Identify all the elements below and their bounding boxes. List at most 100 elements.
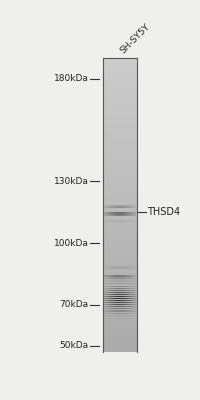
Bar <box>128 269 129 270</box>
Bar <box>103 281 104 282</box>
Bar <box>108 298 109 299</box>
Bar <box>102 346 137 347</box>
Bar <box>135 221 136 222</box>
Bar <box>133 306 134 307</box>
Bar <box>102 278 137 280</box>
Bar <box>128 214 129 215</box>
Bar <box>102 154 137 155</box>
Bar <box>114 294 115 295</box>
Bar <box>108 304 109 305</box>
Bar <box>103 308 104 310</box>
Bar <box>124 222 125 223</box>
Bar <box>125 290 126 291</box>
Bar <box>102 216 137 217</box>
Bar <box>123 220 124 221</box>
Bar <box>108 317 109 318</box>
Bar <box>115 315 116 316</box>
Bar <box>109 221 110 222</box>
Bar <box>103 319 104 320</box>
Bar <box>110 290 111 291</box>
Bar <box>109 277 110 278</box>
Bar <box>107 294 108 295</box>
Bar <box>117 292 118 293</box>
Bar <box>129 281 130 282</box>
Bar <box>102 261 137 262</box>
Bar <box>122 277 123 278</box>
Bar <box>125 220 126 221</box>
Bar <box>104 206 105 207</box>
Bar <box>110 219 111 220</box>
Bar <box>102 251 137 252</box>
Bar <box>119 265 120 266</box>
Bar <box>115 308 116 310</box>
Bar <box>122 267 123 268</box>
Bar <box>128 216 129 217</box>
Bar <box>102 263 137 264</box>
Bar <box>105 206 106 207</box>
Bar <box>122 211 123 212</box>
Bar <box>110 317 111 318</box>
Bar <box>122 290 123 291</box>
Bar <box>132 306 133 307</box>
Bar <box>102 248 137 249</box>
Bar <box>102 67 137 68</box>
Bar <box>129 281 130 282</box>
Bar <box>111 278 112 279</box>
Bar <box>114 304 115 305</box>
Bar <box>108 294 109 295</box>
Bar <box>132 274 133 275</box>
Bar <box>111 222 112 223</box>
Bar <box>129 205 130 206</box>
Bar <box>119 279 120 280</box>
Bar <box>119 298 120 299</box>
Bar <box>116 267 117 268</box>
Bar <box>129 206 130 207</box>
Bar <box>131 207 132 208</box>
Bar <box>121 222 122 223</box>
Bar <box>112 288 113 289</box>
Bar <box>103 274 104 275</box>
Bar <box>114 279 115 280</box>
Bar <box>107 292 108 293</box>
Bar <box>102 319 137 320</box>
Bar <box>127 266 128 267</box>
Bar <box>133 319 134 320</box>
Bar <box>119 214 120 215</box>
Bar <box>102 226 137 227</box>
Bar <box>102 179 137 180</box>
Bar <box>126 300 127 301</box>
Bar <box>115 281 116 282</box>
Bar <box>106 306 107 307</box>
Bar <box>133 304 134 305</box>
Bar <box>122 281 123 282</box>
Bar <box>119 208 120 209</box>
Bar <box>116 213 117 214</box>
Bar <box>130 265 131 266</box>
Bar <box>122 214 123 215</box>
Bar <box>120 278 121 279</box>
Bar <box>102 322 137 324</box>
Bar <box>102 172 137 173</box>
Bar <box>134 296 135 297</box>
Bar <box>112 298 113 299</box>
Bar <box>135 220 136 221</box>
Bar <box>102 334 137 335</box>
Bar <box>110 315 111 316</box>
Bar <box>117 281 118 282</box>
Bar <box>109 222 110 223</box>
Bar <box>102 258 137 259</box>
Bar <box>104 306 105 307</box>
Bar <box>128 300 129 301</box>
Bar <box>117 304 118 305</box>
Bar <box>129 266 130 267</box>
Bar <box>125 317 126 318</box>
Bar <box>102 63 137 64</box>
Bar <box>115 279 116 280</box>
Bar <box>134 220 135 221</box>
Bar <box>106 281 107 282</box>
Bar <box>107 277 108 278</box>
Bar <box>114 220 115 221</box>
Bar <box>135 308 136 310</box>
Bar <box>133 310 134 312</box>
Bar <box>120 306 121 307</box>
